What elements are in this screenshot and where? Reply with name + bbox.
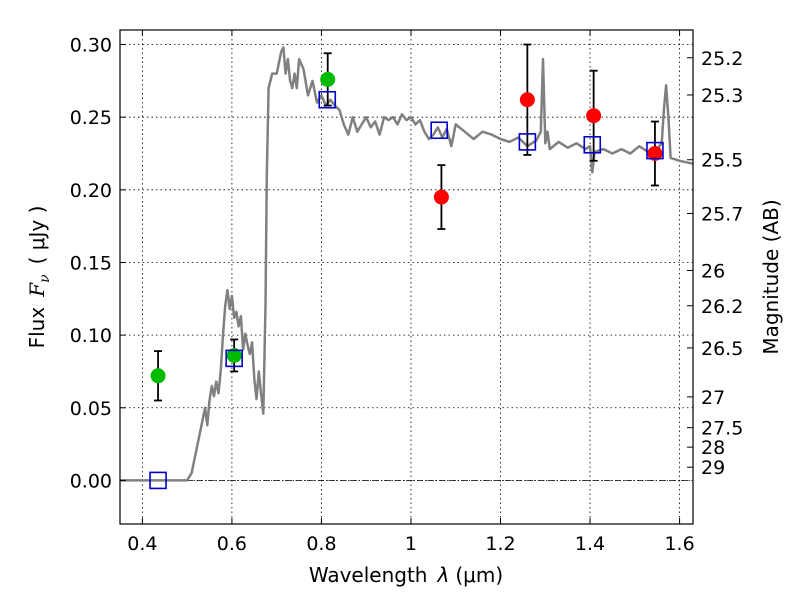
- y2-axis-label: Magnitude (AB): [759, 199, 783, 354]
- model-spectrum-series: [120, 46, 694, 482]
- x-tick-label: 0.6: [217, 533, 247, 555]
- y2-tick-label: 28: [701, 437, 725, 459]
- red-data-point: [647, 146, 663, 161]
- green-data-point: [320, 71, 336, 87]
- y2-tick-label: 25.3: [701, 85, 743, 107]
- y-tick-label: 0.15: [70, 252, 112, 274]
- blue-square-marker: [318, 90, 337, 109]
- green-data-point: [226, 347, 242, 363]
- y2-tick-label: 27: [701, 387, 725, 409]
- blue-square-marker: [149, 471, 167, 490]
- x-tick-label: 1.6: [664, 533, 694, 555]
- y2-tick-label: 26.5: [701, 338, 743, 360]
- data-points: [149, 71, 664, 490]
- x-tick-label: 1: [405, 533, 417, 555]
- y-tick-label: 0.25: [70, 107, 112, 129]
- blue-square-marker: [646, 141, 664, 160]
- blue-square-marker: [225, 349, 243, 368]
- green-data-point: [150, 368, 166, 384]
- grid-lines: [120, 30, 693, 524]
- x-tick-label: 0.8: [306, 533, 336, 555]
- y-tick-label: 0.10: [70, 325, 112, 347]
- y-axis-label: FluxFν( μJy ): [25, 206, 53, 349]
- blue-square-marker: [430, 121, 448, 140]
- x-axis-label: Wavelength λ (μm): [309, 563, 503, 587]
- y2-tick-label: 25.7: [701, 204, 743, 226]
- y-tick-label: 0.05: [70, 398, 112, 420]
- red-data-point: [586, 108, 602, 124]
- y-tick-label: 0.00: [70, 470, 112, 492]
- x-tick-label: 1.4: [575, 533, 605, 555]
- y-tick-label: 0.20: [70, 180, 112, 202]
- y2-tick-label: 25.2: [701, 48, 743, 70]
- y2-tick-label: 25.5: [701, 150, 743, 172]
- tick-labels: 0.4 0.6 0.8 1 1.2 1.4 1.6 0.00 0.05 0.10 0.15 0.20 0…: [70, 35, 744, 555]
- y2-tick-label: 29: [701, 457, 725, 479]
- red-data-point: [433, 189, 449, 205]
- plot-frame: [119, 29, 694, 525]
- blue-square-marker: [518, 133, 537, 151]
- y-tick-label: 0.30: [70, 35, 112, 57]
- axis-ticks: [120, 30, 693, 524]
- y2-tick-label: 26: [701, 260, 725, 282]
- red-data-point: [519, 92, 535, 108]
- y2-tick-label: 26.2: [701, 296, 743, 318]
- blue-square-marker: [583, 135, 602, 154]
- y2-tick-label: 27.5: [701, 418, 743, 440]
- model-spectrum-line: [120, 46, 694, 482]
- x-tick-label: 1.2: [485, 533, 515, 555]
- x-tick-label: 0.4: [127, 533, 157, 555]
